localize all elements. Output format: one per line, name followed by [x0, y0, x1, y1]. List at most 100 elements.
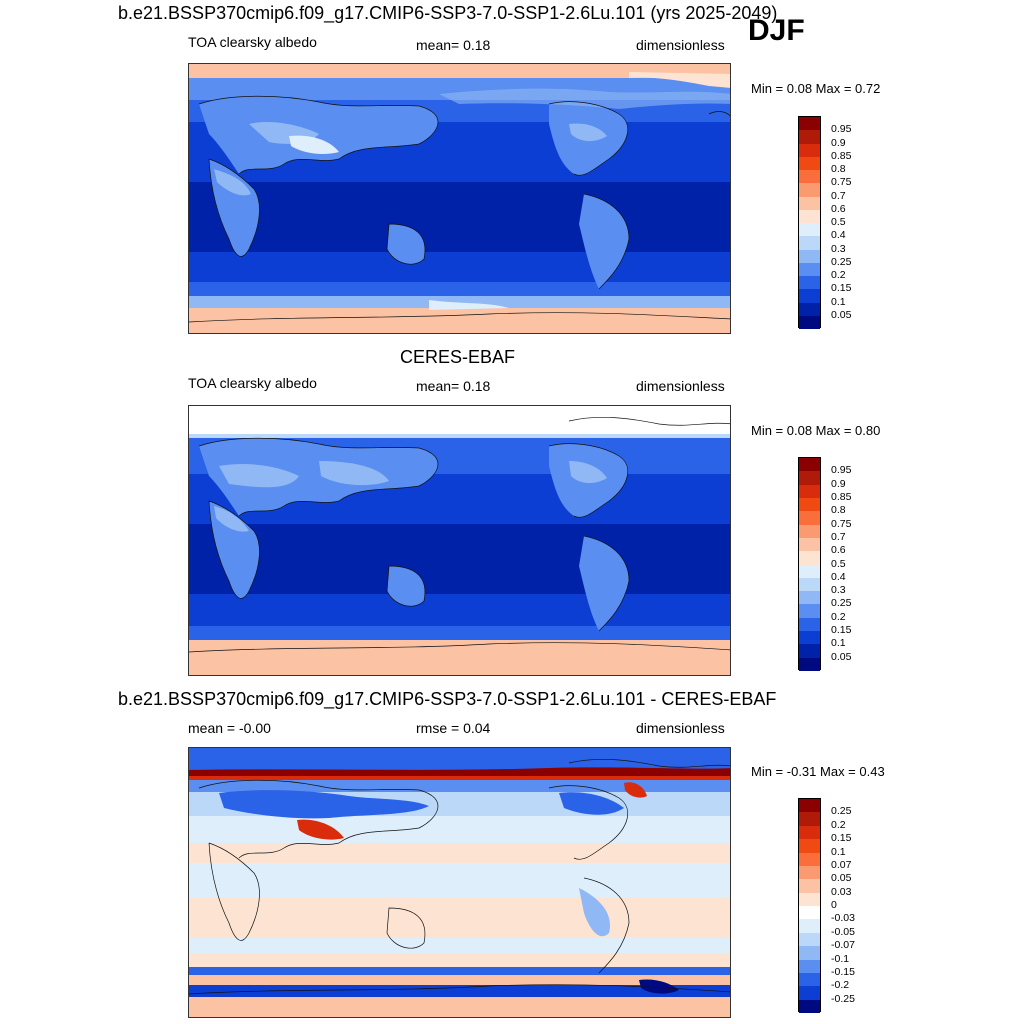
colorbar-swatch [799, 315, 820, 329]
colorbar-tick-label: 0.3 [831, 584, 846, 597]
colorbar-swatch [799, 537, 820, 552]
colorbar-swatch [799, 825, 820, 840]
rmse-label-diff: rmse = 0.04 [416, 720, 491, 736]
colorbar-tick-label: 0.1 [831, 295, 846, 308]
mean-label-diff: mean = -0.00 [188, 720, 271, 736]
colorbar-tick-label: -0.15 [831, 965, 855, 978]
minmax-label-model: Min = 0.08 Max = 0.72 [751, 81, 881, 96]
map-model-field [189, 64, 730, 333]
colorbar-tick-label: -0.25 [831, 992, 855, 1005]
colorbar-tick-label: -0.07 [831, 939, 855, 952]
colorbar-tick-label: 0.75 [831, 517, 852, 530]
colorbar-tick-label: 0.75 [831, 176, 852, 189]
colorbar-swatch [799, 223, 820, 237]
colorbar-swatch [799, 497, 820, 512]
colorbar-tick-label: 0.95 [831, 464, 852, 477]
units-label-model: dimensionless [636, 37, 725, 53]
minmax-label-obs: Min = 0.08 Max = 0.80 [751, 423, 881, 438]
colorbar-tick-label: 0.7 [831, 530, 846, 543]
colorbar-swatch [799, 839, 820, 853]
map-model [188, 63, 731, 334]
colorbar-swatch [799, 892, 820, 906]
colorbar-swatch [799, 999, 820, 1013]
colorbar-swatch [799, 130, 820, 144]
units-label-diff: dimensionless [636, 720, 725, 736]
colorbar-swatch [799, 564, 820, 578]
colorbar-tick-label: 0.25 [831, 805, 852, 818]
colorbar-tick-label: 0.15 [831, 282, 852, 295]
map-obs-field [189, 406, 730, 675]
colorbar-swatch [799, 799, 820, 813]
colorbar-swatch [799, 946, 820, 960]
colorbar-swatch [799, 812, 820, 826]
colorbar-tick-label: 0.6 [831, 202, 846, 215]
colorbar-tick-label: 0 [831, 899, 837, 911]
colorbar-swatch [799, 959, 820, 973]
colorbar-tick-label: 0.4 [831, 229, 846, 242]
colorbar-swatch [799, 262, 820, 276]
colorbar-tick-label: 0.05 [831, 308, 852, 321]
colorbar-swatch [799, 852, 820, 866]
colorbar-swatch [799, 236, 820, 250]
units-label-obs: dimensionless [636, 378, 725, 394]
colorbar-tick-label: -0.1 [831, 952, 850, 965]
colorbar-swatch [799, 919, 820, 933]
colorbar-swatch [799, 156, 820, 170]
colorbar-tick-label: 0.9 [831, 477, 846, 490]
colorbar-tick-label: 0.07 [831, 858, 852, 871]
colorbar-swatch [799, 551, 820, 565]
colorbar-swatch [799, 524, 820, 538]
colorbar-swatch [799, 196, 820, 210]
colorbar-tick-label: 0.5 [831, 216, 846, 228]
colorbar-tick-label: 0.3 [831, 242, 846, 255]
colorbar-obs [798, 457, 821, 671]
colorbar-tick-label: 0.05 [831, 872, 852, 885]
variable-label-model: TOA clearsky albedo [188, 34, 317, 50]
minmax-label-diff: Min = -0.31 Max = 0.43 [751, 764, 885, 779]
panel-title-obs: CERES-EBAF [400, 347, 516, 367]
colorbar-swatch [799, 879, 820, 893]
colorbar-tick-label: 0.9 [831, 136, 846, 149]
colorbar-diff [798, 798, 821, 1013]
colorbar-swatch [799, 657, 820, 671]
colorbar-swatch [799, 972, 820, 987]
colorbar-model [798, 116, 821, 329]
colorbar-tick-label: -0.03 [831, 912, 855, 925]
colorbar-tick-label: -0.05 [831, 925, 855, 938]
mean-label-obs: mean= 0.18 [416, 378, 491, 394]
colorbar-swatch [799, 577, 820, 592]
colorbar-tick-label: 0.25 [831, 597, 852, 610]
panel-title-diff: b.e21.BSSP370cmip6.f09_g17.CMIP6-SSP3-7.… [118, 689, 777, 709]
season-label: DJF [748, 14, 805, 47]
colorbar-swatch [799, 117, 820, 131]
colorbar-tick-label: 0.2 [831, 818, 846, 831]
map-obs [188, 405, 731, 676]
colorbar-swatch [799, 986, 820, 1000]
colorbar-swatch [799, 183, 820, 197]
colorbar-swatch [799, 302, 820, 316]
colorbar-tick-label: 0.7 [831, 189, 846, 202]
colorbar-swatch [799, 631, 820, 645]
colorbar-tick-label: 0.15 [831, 832, 852, 845]
colorbar-swatch [799, 511, 820, 525]
colorbar-tick-label: 0.6 [831, 544, 846, 557]
colorbar-swatch [799, 644, 820, 658]
colorbar-swatch [799, 471, 820, 485]
colorbar-swatch [799, 209, 820, 223]
colorbar-swatch [799, 289, 820, 303]
colorbar-tick-label: 0.85 [831, 490, 852, 503]
colorbar-tick-label: 0.8 [831, 163, 846, 175]
colorbar-tick-label: 0.03 [831, 885, 852, 898]
colorbar-tick-label: 0.85 [831, 149, 852, 162]
colorbar-swatch [799, 458, 820, 472]
colorbar-tick-label: 0.15 [831, 624, 852, 637]
colorbar-swatch [799, 617, 820, 632]
colorbar-tick-label: 0.1 [831, 637, 846, 650]
colorbar-swatch [799, 591, 820, 605]
variable-label-obs: TOA clearsky albedo [188, 375, 317, 391]
colorbar-swatch [799, 604, 820, 618]
colorbar-tick-label: 0.5 [831, 557, 846, 570]
colorbar-tick-label: 0.2 [831, 610, 846, 623]
colorbar-tick-label: 0.05 [831, 650, 852, 663]
map-diff-field [189, 748, 730, 1017]
